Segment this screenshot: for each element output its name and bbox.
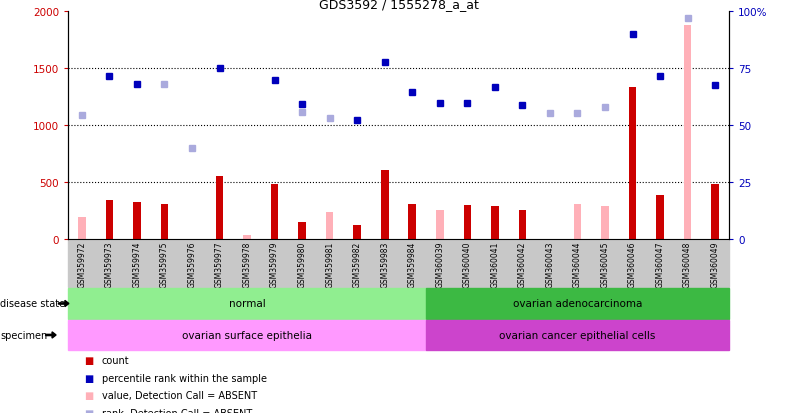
Title: GDS3592 / 1555278_a_at: GDS3592 / 1555278_a_at (319, 0, 478, 11)
Text: normal: normal (228, 299, 265, 309)
Text: specimen: specimen (0, 330, 47, 340)
Text: ■: ■ (84, 390, 94, 400)
Text: ■: ■ (84, 373, 94, 383)
Text: ■: ■ (84, 408, 94, 413)
Bar (656, 195, 664, 240)
Bar (491, 206, 499, 240)
Bar (684, 26, 691, 240)
Bar (518, 211, 526, 240)
Text: count: count (102, 356, 129, 366)
Bar (436, 210, 444, 240)
Text: ovarian surface epithelia: ovarian surface epithelia (182, 330, 312, 340)
Bar (106, 201, 113, 240)
Text: value, Detection Call = ABSENT: value, Detection Call = ABSENT (102, 390, 257, 400)
Bar (78, 218, 86, 240)
Bar (629, 88, 636, 240)
Bar (574, 204, 582, 240)
Bar (298, 223, 306, 240)
Bar (215, 176, 223, 240)
Bar (711, 185, 719, 240)
Bar (133, 202, 141, 240)
Text: disease state: disease state (0, 299, 65, 309)
Bar (244, 235, 251, 240)
Bar (381, 170, 388, 240)
Text: percentile rank within the sample: percentile rank within the sample (102, 373, 267, 383)
Bar (409, 204, 416, 240)
Text: ■: ■ (84, 356, 94, 366)
Bar (464, 206, 471, 240)
Bar (161, 204, 168, 240)
Bar (353, 226, 361, 240)
Text: rank, Detection Call = ABSENT: rank, Detection Call = ABSENT (102, 408, 252, 413)
Bar (326, 212, 333, 240)
Bar (271, 185, 279, 240)
Text: ovarian cancer epithelial cells: ovarian cancer epithelial cells (499, 330, 656, 340)
Text: ovarian adenocarcinoma: ovarian adenocarcinoma (513, 299, 642, 309)
Bar (602, 206, 609, 240)
